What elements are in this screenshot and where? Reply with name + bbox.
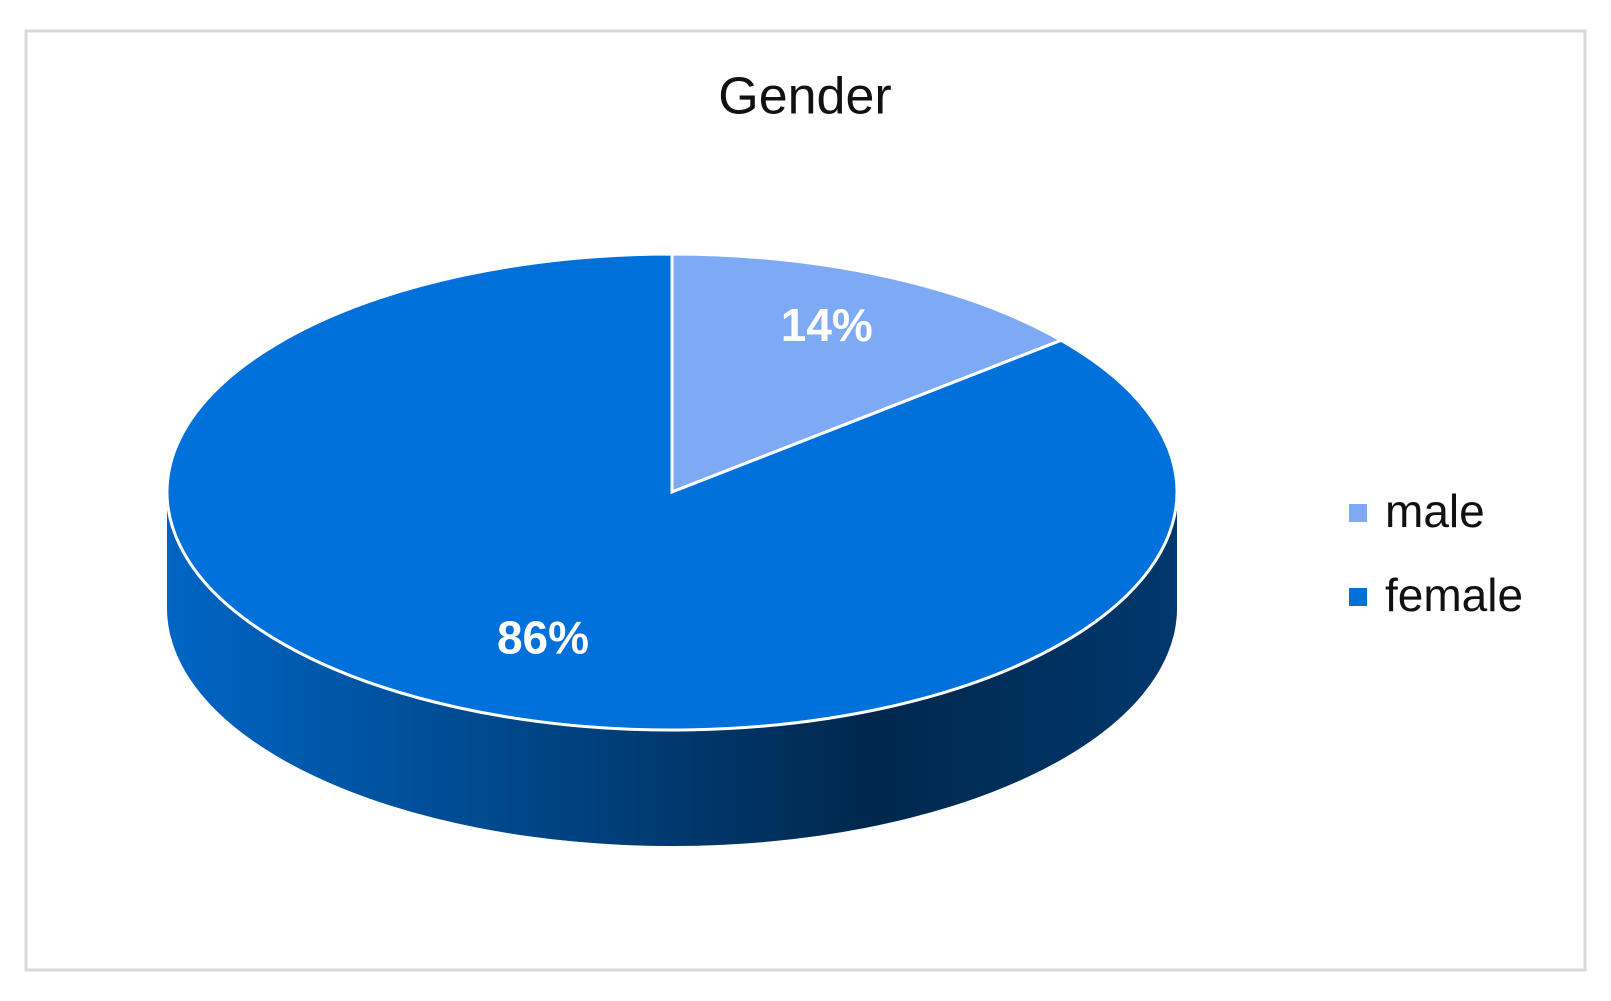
slice [670,252,1065,495]
legend: male female [1349,485,1523,621]
slice-side-shade [167,492,1177,846]
value-label: 86% [497,611,589,663]
legend-swatch [1349,504,1367,522]
value-label: 14% [781,299,873,351]
legend-label: male [1385,485,1485,537]
chart-title: Gender [718,68,891,126]
slice [165,252,1179,732]
pie: 14% 86% [165,252,1179,846]
legend-label: female [1385,569,1523,621]
legend-swatch [1349,588,1367,606]
